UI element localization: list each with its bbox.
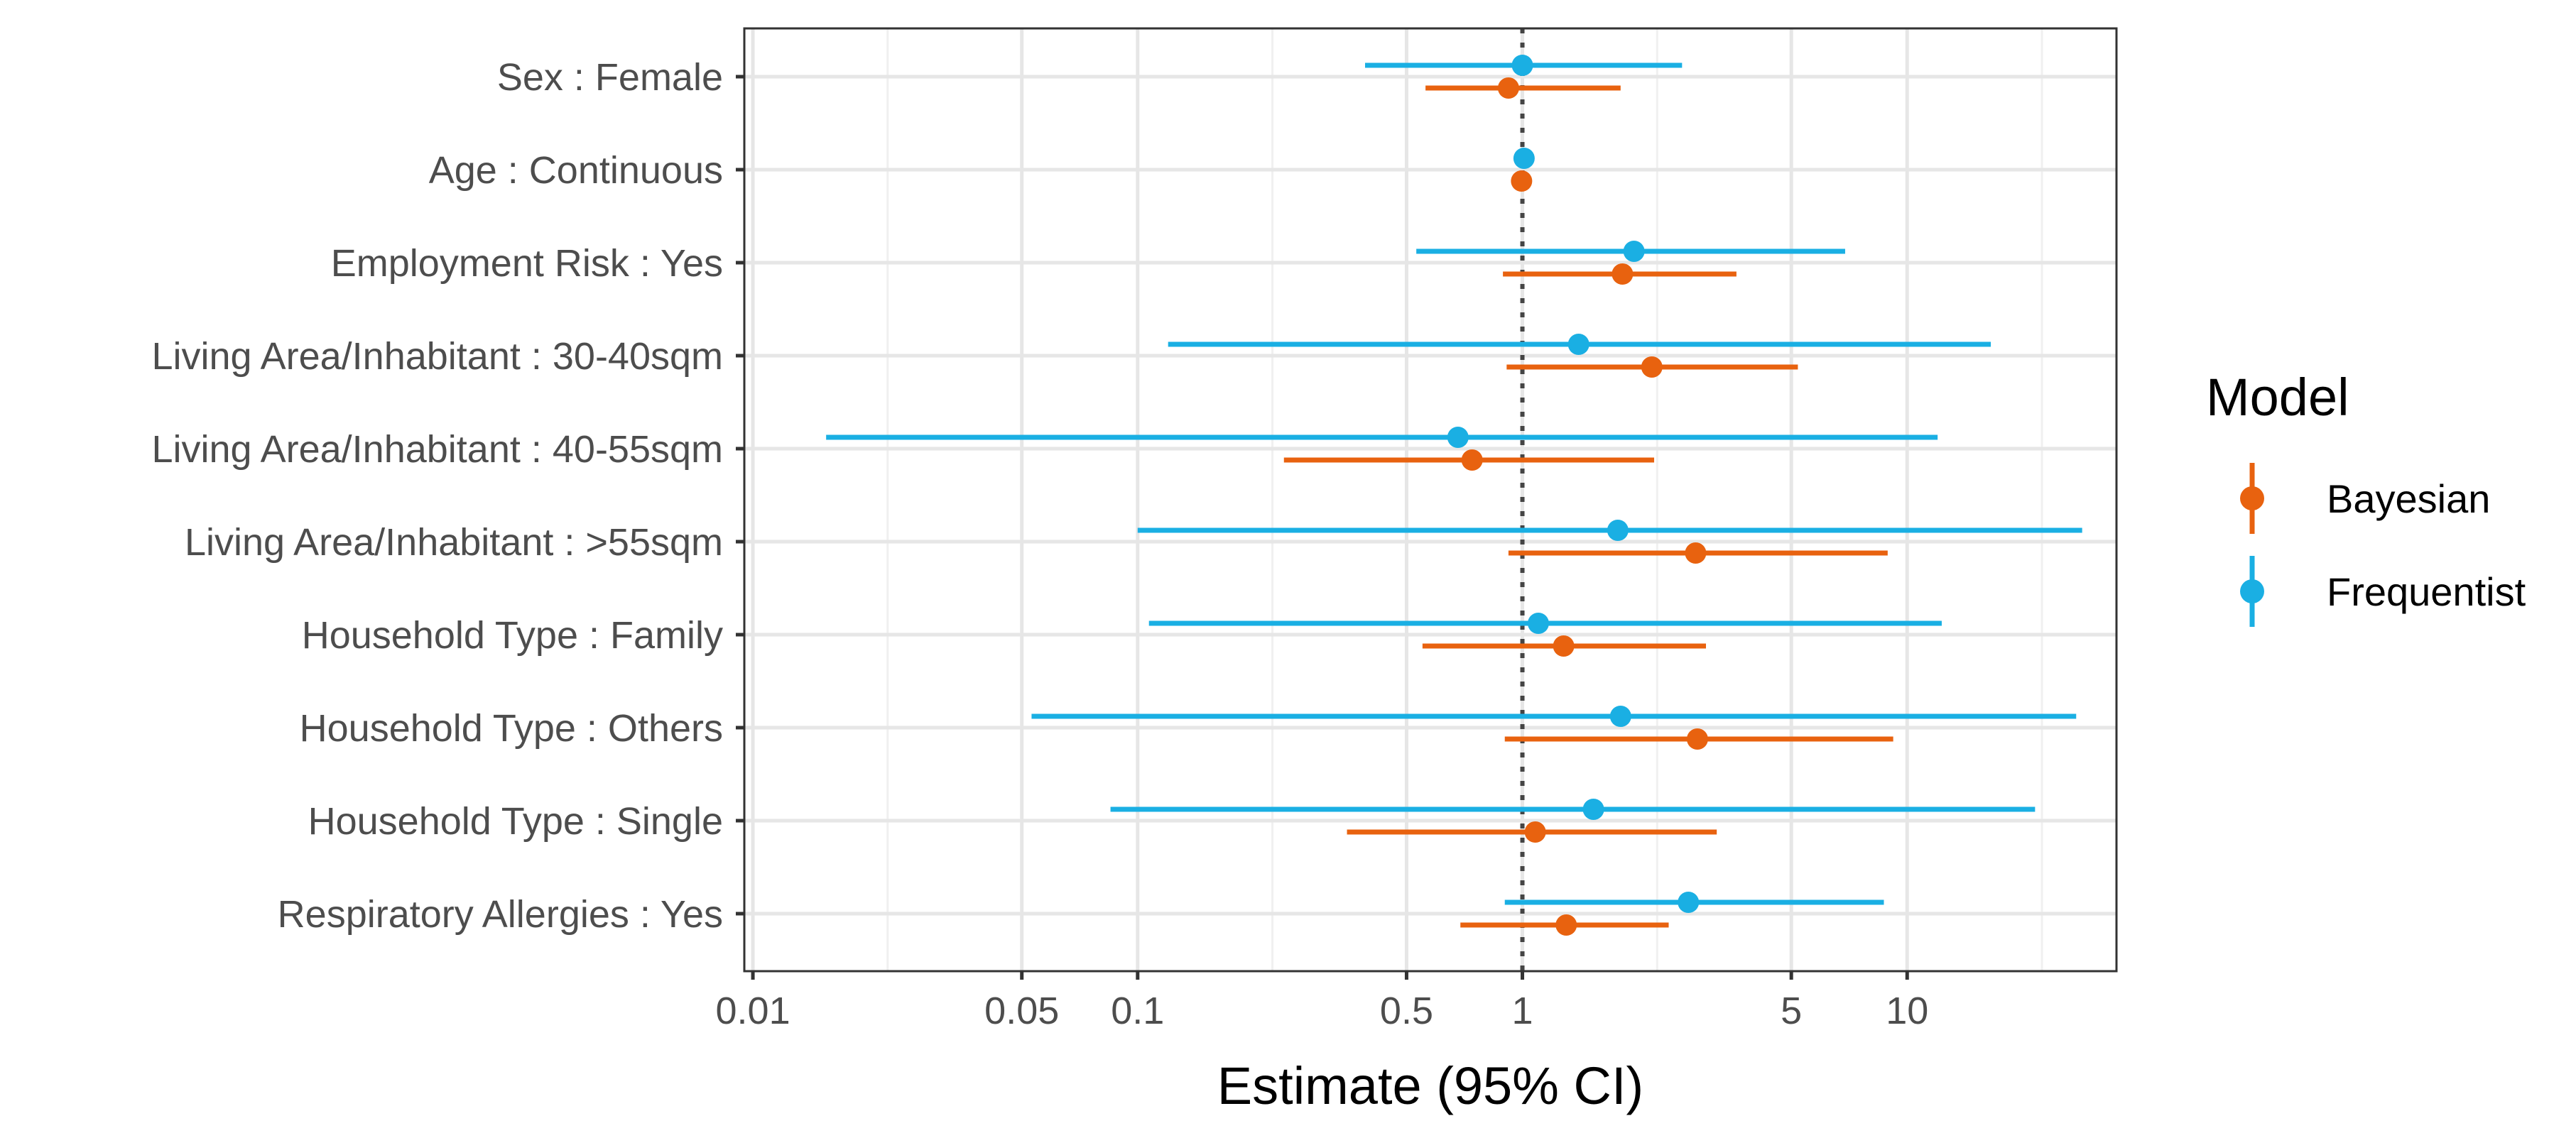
category-label: Household Type : Others — [300, 707, 723, 750]
x-tick-label: 0.1 — [1111, 990, 1164, 1032]
x-tick-label: 10 — [1886, 990, 1928, 1032]
bayesian-point — [1497, 77, 1519, 99]
category-label: Employment Risk : Yes — [331, 242, 723, 285]
category-label: Sex : Female — [497, 56, 723, 99]
legend-label-frequentist: Frequentist — [2327, 569, 2526, 614]
bayesian-point — [1612, 263, 1634, 285]
legend-key-frequentist-point — [2240, 579, 2264, 603]
bayesian-point — [1641, 356, 1663, 378]
frequentist-point — [1678, 892, 1700, 913]
frequentist-point — [1527, 613, 1549, 634]
category-label: Living Area/Inhabitant : 40-55sqm — [151, 428, 723, 471]
bayesian-point — [1511, 170, 1533, 192]
category-label: Living Area/Inhabitant : >55sqm — [185, 521, 723, 564]
frequentist-point — [1567, 334, 1589, 355]
frequentist-point — [1511, 55, 1533, 76]
frequentist-point — [1609, 706, 1631, 727]
bayesian-point — [1686, 728, 1708, 750]
frequentist-point — [1582, 799, 1604, 820]
category-label: Living Area/Inhabitant : 30-40sqm — [151, 335, 723, 378]
category-label: Respiratory Allergies : Yes — [278, 893, 723, 936]
bayesian-point — [1685, 542, 1707, 564]
legend-label-bayesian: Bayesian — [2327, 476, 2490, 521]
bayesian-point — [1461, 449, 1483, 471]
x-tick-label: 0.5 — [1380, 990, 1433, 1032]
bayesian-point — [1555, 914, 1577, 936]
category-label: Age : Continuous — [429, 149, 723, 192]
x-axis-title: Estimate (95% CI) — [1217, 1056, 1643, 1115]
bayesian-point — [1524, 821, 1546, 843]
frequentist-point — [1623, 241, 1645, 262]
category-label: Household Type : Family — [302, 614, 723, 657]
legend-title: Model — [2206, 368, 2349, 427]
legend-key-bayesian-point — [2240, 486, 2264, 510]
frequentist-point — [1607, 520, 1629, 541]
plot-panel — [744, 28, 2116, 971]
plot-border — [743, 27, 2118, 973]
x-tick-label: 1 — [1512, 990, 1533, 1032]
x-tick-label: 5 — [1781, 990, 1802, 1032]
x-tick-label: 0.05 — [984, 990, 1059, 1032]
bayesian-point — [1553, 635, 1575, 657]
frequentist-point — [1513, 148, 1535, 169]
category-label: Household Type : Single — [308, 800, 723, 843]
frequentist-point — [1447, 427, 1469, 448]
x-tick-label: 0.01 — [716, 990, 790, 1032]
